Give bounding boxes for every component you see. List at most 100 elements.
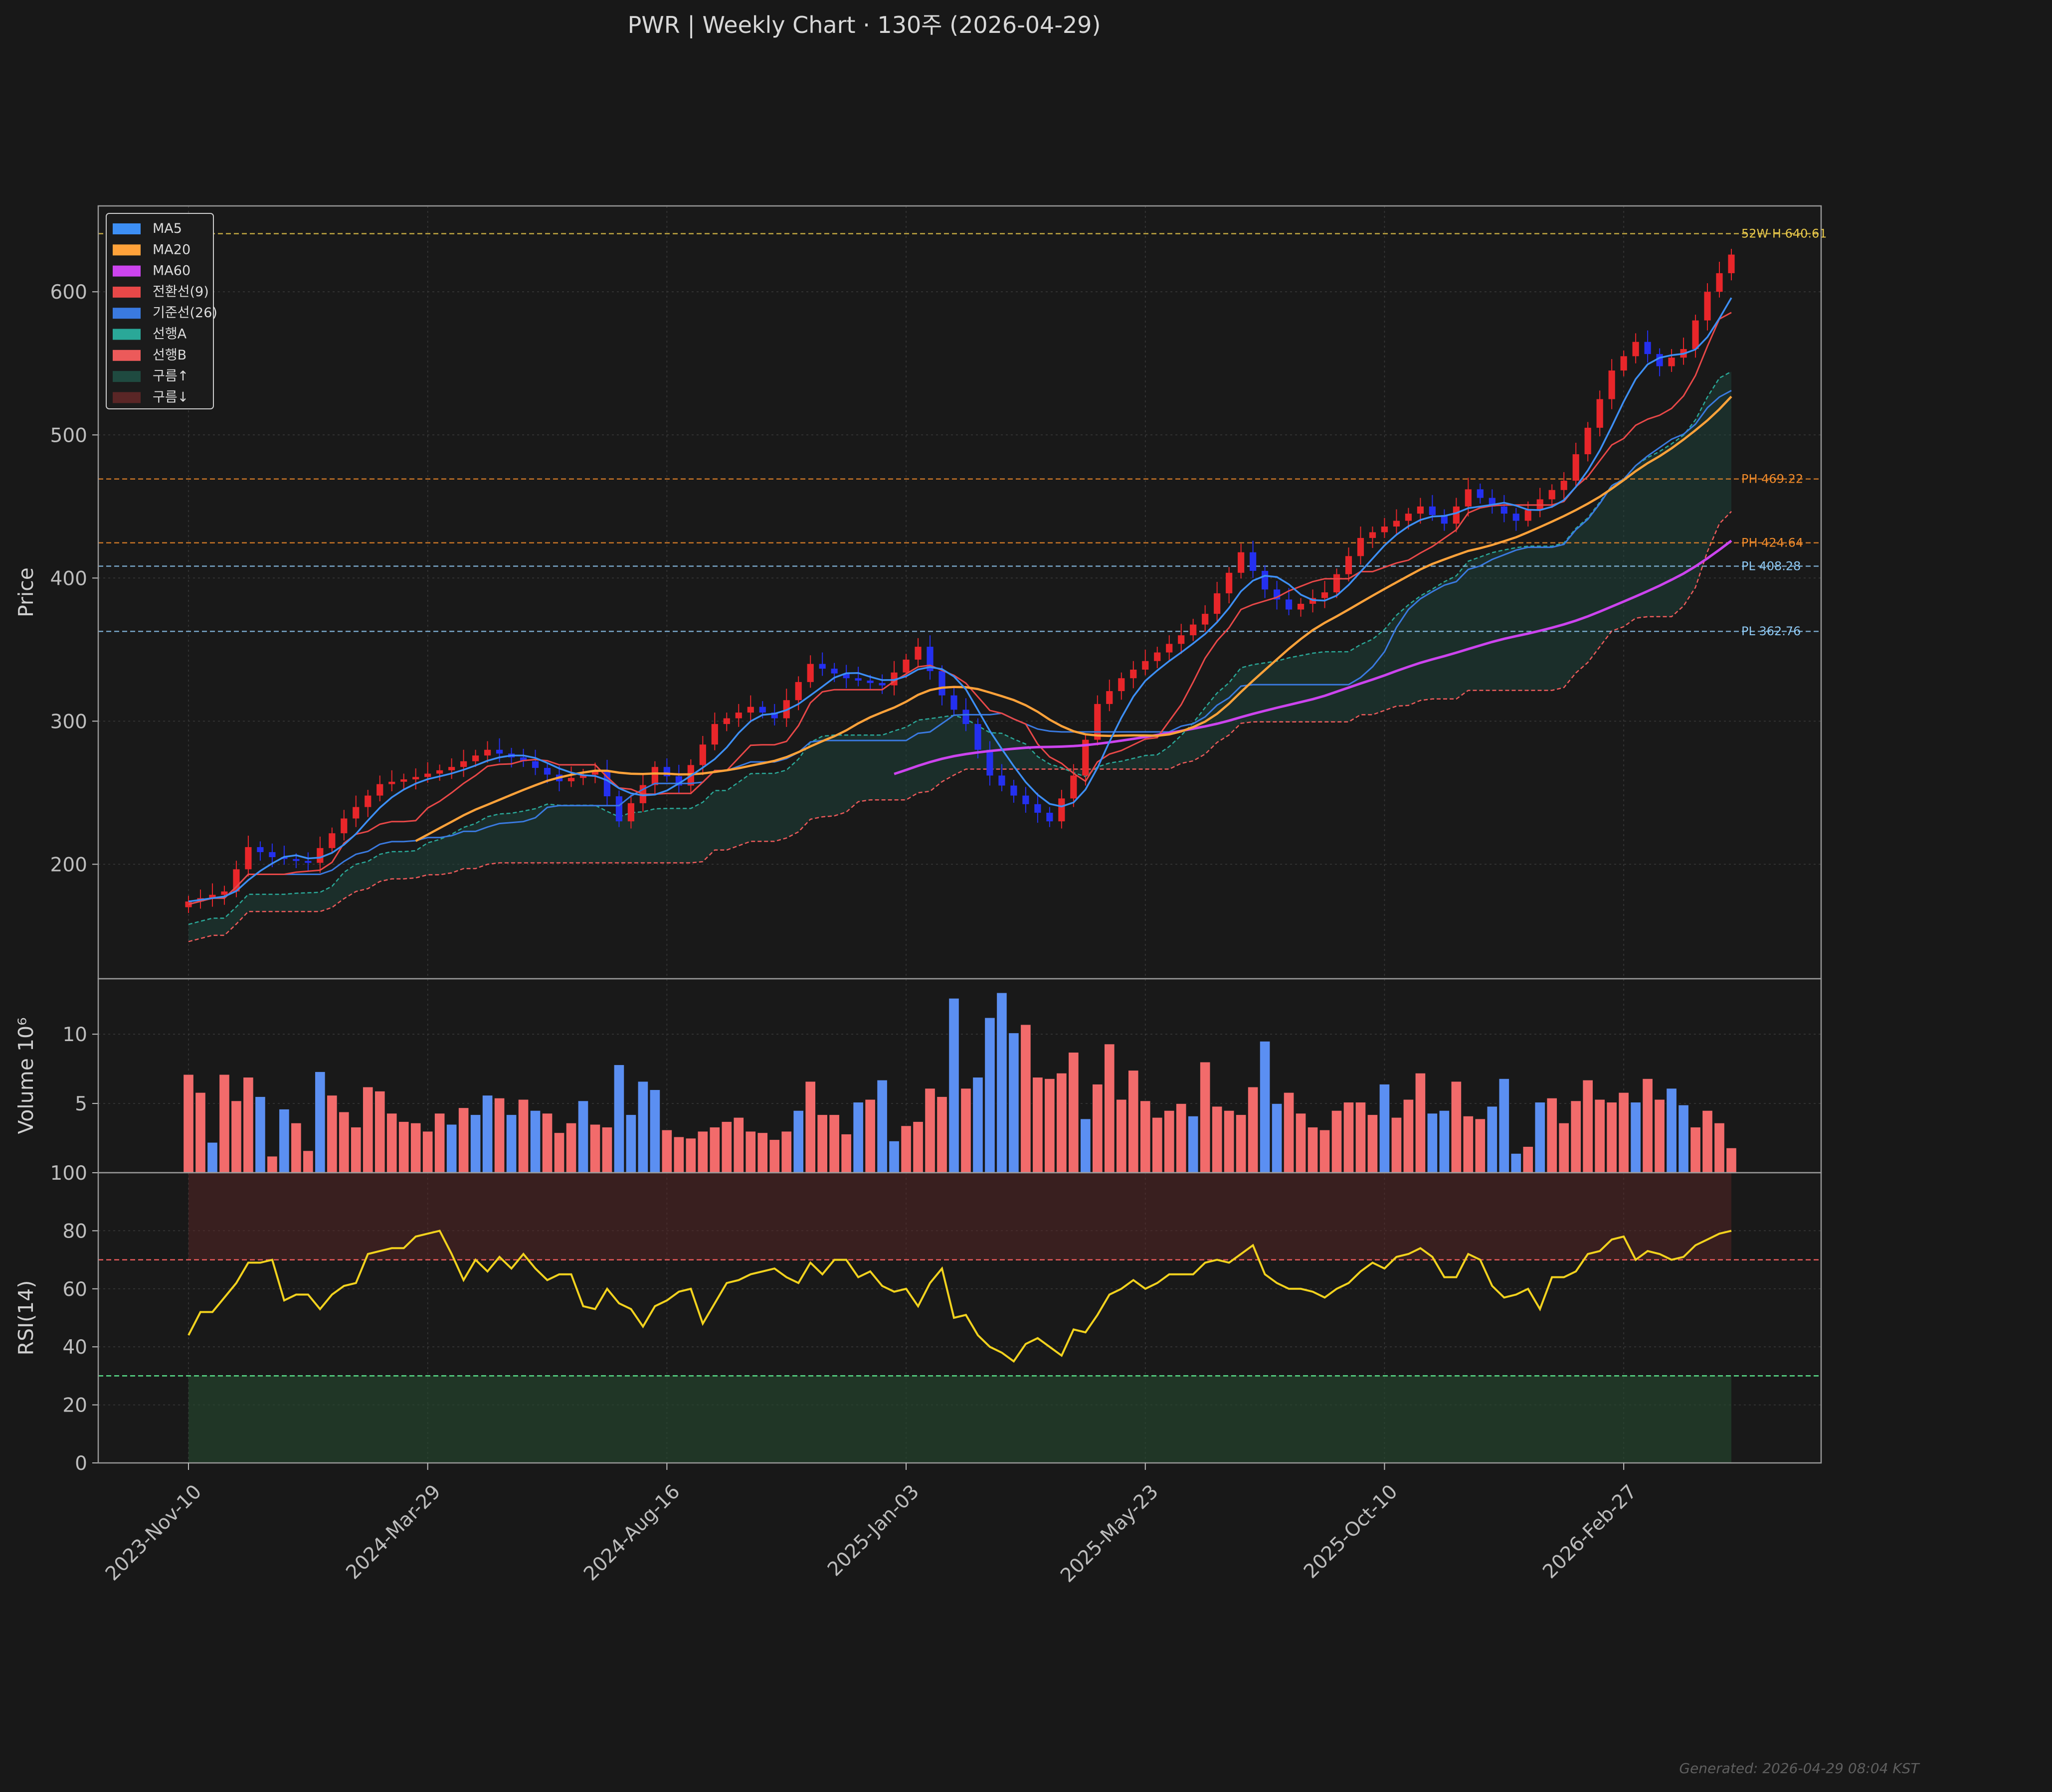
volume-bar (1379, 1083, 1390, 1173)
ma60-line (894, 539, 1732, 775)
volume-bar (984, 1017, 996, 1173)
legend-swatch (113, 223, 141, 234)
volume-bar (1355, 1101, 1366, 1173)
candle-body (1166, 644, 1173, 653)
rsi-tick-label: 80 (62, 1220, 87, 1243)
candle-body (1381, 526, 1388, 533)
candle-body (651, 767, 658, 785)
volume-bar (350, 1126, 362, 1173)
legend-swatch (113, 286, 141, 298)
candle-body (1333, 574, 1340, 592)
candle-body (867, 681, 874, 683)
volume-bar (960, 1087, 972, 1173)
legend-swatch (113, 265, 141, 277)
volume-bar (936, 1096, 948, 1173)
candle-body (305, 861, 312, 863)
volume-bar (1223, 1110, 1235, 1173)
volume-bar (577, 1100, 589, 1173)
volume-bar (900, 1125, 912, 1173)
volume-bar (1139, 1100, 1151, 1173)
candle-body (1632, 342, 1639, 357)
candle-body (1644, 342, 1651, 355)
candle-body (460, 761, 467, 767)
candle-body (1238, 552, 1245, 573)
candle-body (1417, 506, 1424, 514)
candle-body (388, 781, 395, 784)
candle-body (771, 713, 778, 718)
candle-body (412, 777, 419, 780)
volume-bar (1403, 1098, 1414, 1173)
candle-body (1656, 354, 1663, 366)
candle-body (1178, 635, 1185, 644)
candle-body (759, 707, 766, 713)
volume-bar (768, 1139, 780, 1173)
candle-body (627, 803, 635, 822)
candle-body (341, 818, 348, 834)
volume-bar (1116, 1098, 1127, 1173)
volume-bar (709, 1126, 721, 1173)
tenkan-line (188, 312, 1732, 905)
candle-body (1034, 804, 1041, 813)
volume-bar (1056, 1073, 1068, 1173)
candle-body (269, 852, 276, 858)
volume-bar (1044, 1078, 1056, 1173)
volume-bar (554, 1132, 565, 1173)
volume-bar (1319, 1129, 1330, 1173)
volume-bar (565, 1122, 577, 1173)
candle-body (1226, 572, 1233, 593)
volume-bar (542, 1112, 553, 1173)
candle-body (1357, 538, 1364, 556)
candle-body (1190, 624, 1197, 636)
volume-bar (804, 1080, 816, 1173)
ichimoku-cloud (188, 371, 1731, 942)
volume-bar (613, 1064, 625, 1173)
volume-bar (410, 1122, 422, 1173)
candle-body (1560, 481, 1567, 490)
candle-body (711, 724, 718, 745)
candle-body (209, 895, 216, 898)
volume-bar (470, 1114, 481, 1173)
volume-bar (482, 1094, 493, 1173)
volume-bar (1331, 1110, 1342, 1173)
candle-body (1058, 798, 1065, 822)
volume-bar (278, 1108, 290, 1173)
volume-tick-label: 10 (62, 1024, 87, 1046)
legend-label: 구름↑ (153, 368, 188, 384)
volume-tick-label: 5 (75, 1093, 87, 1115)
volume-bar (1570, 1100, 1582, 1173)
volume-bar (1642, 1078, 1654, 1173)
panel-border (97, 1172, 1822, 1464)
legend-swatch (113, 329, 141, 340)
volume-bar (1546, 1097, 1558, 1173)
volume-bar (1151, 1117, 1163, 1173)
volume-bar (326, 1094, 338, 1173)
candle-body (1692, 320, 1699, 350)
candle-body (831, 669, 838, 674)
price-level-label: PH 424.64 (1741, 536, 1803, 550)
legend-label: MA5 (153, 221, 182, 236)
volume-bar (637, 1080, 649, 1173)
volume-bar (1020, 1024, 1032, 1173)
candle-body (998, 775, 1005, 786)
volume-bar (1175, 1103, 1187, 1173)
volume-bar (1522, 1146, 1534, 1173)
volume-bar (1247, 1086, 1259, 1173)
span-a-line (188, 371, 1732, 925)
candle-body (1297, 603, 1305, 610)
volume-bar (362, 1086, 374, 1173)
volume-bar (242, 1076, 254, 1173)
candle-body (532, 761, 539, 768)
price-level-label: PL 362.76 (1741, 624, 1801, 638)
candle-body (472, 755, 479, 761)
candle-body (1250, 552, 1257, 571)
candle-body (544, 768, 551, 775)
candle-body (1070, 775, 1077, 799)
candle-body (293, 859, 300, 861)
candle-body (1142, 661, 1149, 670)
candle-body (329, 833, 336, 848)
price-panel: 200 300 400 500 600 Price 52W H 640.61 PH 469.2… (14, 205, 1827, 980)
candle-body (1477, 489, 1484, 498)
candle-body (1728, 254, 1735, 273)
volume-bar (446, 1124, 457, 1173)
volume-bar (1415, 1073, 1426, 1173)
